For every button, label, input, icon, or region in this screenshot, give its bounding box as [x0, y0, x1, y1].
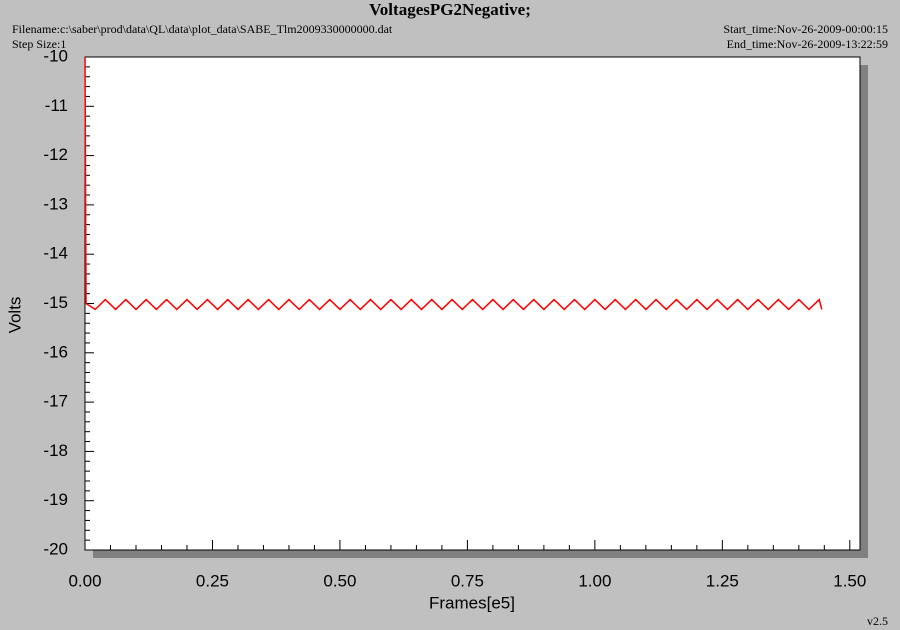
step-size: Step Size:1: [12, 37, 66, 51]
x-tick-label: 0.25: [196, 571, 229, 590]
x-tick-label: 1.50: [833, 571, 866, 590]
x-tick-label: 0.75: [451, 571, 484, 590]
data-line: [84, 56, 823, 311]
y-tick-label: -11: [45, 96, 68, 115]
y-tick-label: -16: [43, 342, 68, 361]
y-tick-label: -15: [43, 293, 68, 312]
x-axis-label: Frames[e5]: [429, 593, 515, 612]
y-tick-label: -18: [43, 441, 68, 460]
plot-area: [84, 56, 861, 551]
y-tick-label: -12: [43, 145, 68, 164]
y-tick-label: -10: [43, 46, 68, 65]
y-tick-label: -19: [43, 490, 68, 509]
x-tick-label: 0.00: [68, 571, 101, 590]
x-tick-label: 0.50: [323, 571, 356, 590]
y-axis-label: Volts: [5, 297, 24, 334]
x-tick-label: 1.00: [578, 571, 611, 590]
chart-title: VoltagesPG2Negative;: [369, 0, 531, 19]
y-tick-label: -14: [43, 244, 68, 263]
filename: Filename:c:\saber\prod\data\QL\data\plot…: [12, 22, 393, 36]
y-tick-label: -13: [43, 194, 68, 213]
end-time: End_time:Nov-26-2009-13:22:59: [727, 37, 888, 51]
x-tick-label: 1.25: [706, 571, 739, 590]
version: v2.5: [867, 614, 888, 628]
y-tick-label: -20: [43, 539, 68, 558]
start-time: Start_time:Nov-26-2009-00:00:15: [723, 22, 888, 36]
y-tick-label: -17: [43, 392, 68, 411]
